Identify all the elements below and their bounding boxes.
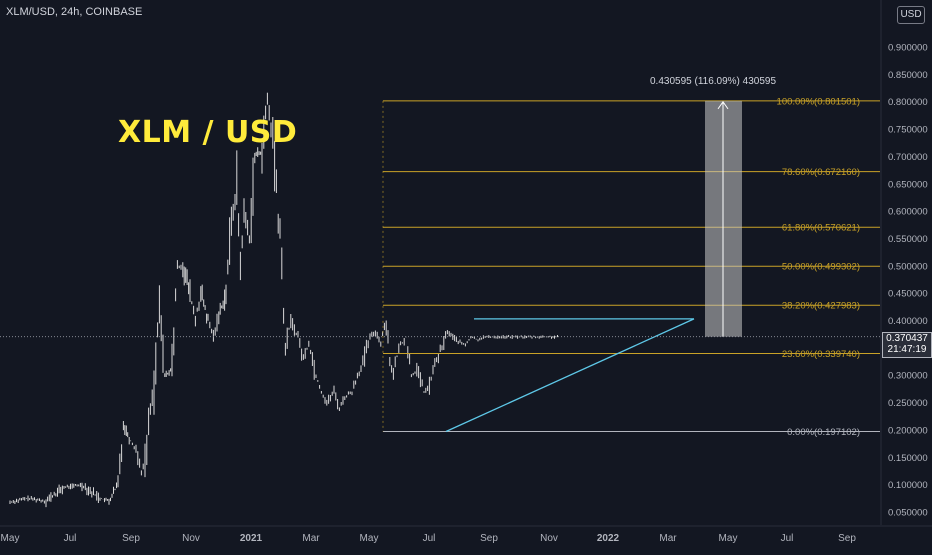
triangle-pattern [445, 318, 695, 433]
y-tick-label: 0.900000 [888, 43, 928, 54]
chart-annotation-title: XLM / USD [118, 115, 298, 150]
fib-level-label: 61.80%(0.570621) [782, 223, 860, 234]
y-tick-label: 0.500000 [888, 261, 928, 272]
time-axis: May Jul Sep Nov 2021 Mar May Jul Sep Nov 2022 Mar Ma… [0, 525, 932, 544]
x-tick-label: Mar [659, 533, 677, 544]
measure-arrow-head [717, 101, 729, 110]
y-tick-label: 0.100000 [888, 480, 928, 491]
x-tick-label: Jul [64, 533, 77, 544]
y-tick-label: 0.850000 [888, 70, 928, 81]
candle-countdown: 21:47:19 [887, 344, 927, 355]
fib-level-label: 78.60%(0.672160) [782, 167, 860, 178]
y-tick-label: 0.800000 [888, 97, 928, 108]
fib-level-label: 0.00%(0.197102) [787, 427, 860, 438]
fib-level-label: 38.20%(0.427983) [782, 301, 860, 312]
last-price-badge: 0.370437 21:47:19 [882, 332, 932, 358]
y-tick-label: 0.300000 [888, 371, 928, 382]
support-line [445, 318, 695, 433]
x-tick-label: 2022 [597, 533, 620, 544]
x-tick-label: May [1, 533, 20, 544]
x-tick-label: Nov [540, 533, 558, 544]
fib-retracement: 100.00%(0.801501) 78.60%(0.672160) 61.80%(… [382, 96, 880, 438]
y-tick-label: 0.400000 [888, 316, 928, 327]
currency-button[interactable]: USD [897, 6, 925, 24]
y-tick-label: 0.600000 [888, 207, 928, 218]
measure-label: 0.430595 (116.09%) 430595 [650, 76, 777, 87]
x-tick-label: Jul [423, 533, 436, 544]
x-tick-label: Nov [182, 533, 200, 544]
symbol-title[interactable]: XLM/USD, 24h, COINBASE [6, 6, 143, 18]
price-range-measure [705, 100, 742, 337]
y-tick-label: 0.700000 [888, 152, 928, 163]
x-tick-label: Sep [480, 533, 498, 544]
fib-level-label: 100.00%(0.801501) [777, 96, 860, 107]
y-tick-label: 0.650000 [888, 179, 928, 190]
y-tick-label: 0.150000 [888, 453, 928, 464]
x-tick-label: Sep [838, 533, 856, 544]
y-tick-label: 0.450000 [888, 289, 928, 300]
fib-level-label: 23.60%(0.339740) [782, 349, 860, 360]
y-tick-label: 0.200000 [888, 425, 928, 436]
x-tick-label: May [719, 533, 738, 544]
last-price-value: 0.370437 [886, 333, 928, 344]
x-tick-label: Mar [302, 533, 320, 544]
y-tick-label: 0.550000 [888, 234, 928, 245]
y-tick-label: 0.050000 [888, 508, 928, 519]
x-tick-label: May [360, 533, 379, 544]
x-tick-label: Sep [122, 533, 140, 544]
fib-level-label: 50.00%(0.499302) [782, 262, 860, 273]
x-tick-label: 2021 [240, 533, 263, 544]
y-tick-label: 0.750000 [888, 125, 928, 136]
y-tick-label: 0.250000 [888, 398, 928, 409]
x-tick-label: Jul [781, 533, 794, 544]
candles [9, 92, 558, 508]
